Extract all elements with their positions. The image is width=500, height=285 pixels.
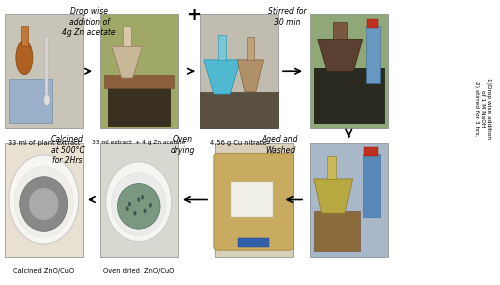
Bar	[9, 79, 51, 123]
Bar	[364, 147, 378, 156]
Ellipse shape	[9, 155, 78, 244]
Bar	[46, 37, 48, 100]
Text: 33 ml extract  + 4 g Zn acetate: 33 ml extract + 4 g Zn acetate	[92, 140, 186, 145]
Bar	[104, 75, 174, 88]
Bar	[333, 22, 347, 39]
Text: 33 ml of plant extract: 33 ml of plant extract	[8, 140, 80, 146]
Ellipse shape	[29, 188, 58, 220]
Ellipse shape	[134, 211, 136, 215]
Ellipse shape	[144, 209, 146, 213]
Text: Oven
drying: Oven drying	[170, 135, 194, 155]
Ellipse shape	[137, 197, 140, 202]
Bar	[314, 68, 384, 123]
Ellipse shape	[118, 184, 160, 229]
Bar	[200, 14, 278, 128]
Bar	[215, 142, 292, 256]
Bar	[100, 142, 178, 256]
Text: +: +	[186, 6, 202, 24]
Polygon shape	[318, 39, 362, 71]
Ellipse shape	[44, 94, 50, 105]
Text: 4.56 g Cu nitrate: 4.56 g Cu nitrate	[210, 140, 267, 146]
Text: Drop wise
addition of
4g Zn acetate: Drop wise addition of 4g Zn acetate	[62, 7, 116, 37]
Bar	[218, 35, 226, 60]
Bar	[5, 142, 82, 256]
Text: Stirred for
30 min: Stirred for 30 min	[268, 7, 307, 27]
Polygon shape	[237, 60, 264, 92]
FancyBboxPatch shape	[214, 153, 294, 250]
Bar	[368, 19, 378, 28]
Ellipse shape	[112, 173, 166, 235]
Text: 1)Drop wise addition
of 1 M NaOH
2) stirred for 3 hrs.: 1)Drop wise addition of 1 M NaOH 2) stir…	[474, 78, 491, 139]
Ellipse shape	[126, 206, 128, 211]
Text: Calcined
at 500°C
for 2Hrs: Calcined at 500°C for 2Hrs	[50, 135, 84, 165]
Bar	[5, 14, 82, 128]
Bar	[246, 37, 254, 60]
Text: Calcined ZnO/CuO: Calcined ZnO/CuO	[13, 268, 74, 274]
Ellipse shape	[149, 203, 152, 207]
Bar	[100, 14, 178, 128]
Bar	[362, 154, 380, 217]
Bar	[310, 14, 388, 128]
Bar	[123, 26, 131, 46]
Ellipse shape	[16, 40, 33, 75]
Bar	[327, 156, 336, 179]
Ellipse shape	[14, 166, 73, 237]
Bar	[200, 92, 278, 128]
Polygon shape	[314, 179, 352, 213]
Text: Aged and
Washed: Aged and Washed	[262, 135, 298, 155]
Ellipse shape	[20, 177, 68, 231]
Polygon shape	[112, 46, 142, 78]
Ellipse shape	[106, 162, 172, 242]
Bar	[108, 78, 170, 126]
Bar	[20, 26, 28, 46]
Bar	[238, 238, 269, 247]
Polygon shape	[204, 60, 240, 94]
Ellipse shape	[128, 202, 131, 206]
Text: Oven dried  ZnO/CuO: Oven dried ZnO/CuO	[103, 268, 174, 274]
Bar	[366, 26, 380, 83]
Bar	[310, 142, 388, 256]
Bar	[314, 211, 360, 251]
Bar	[230, 182, 273, 217]
Ellipse shape	[141, 195, 144, 200]
